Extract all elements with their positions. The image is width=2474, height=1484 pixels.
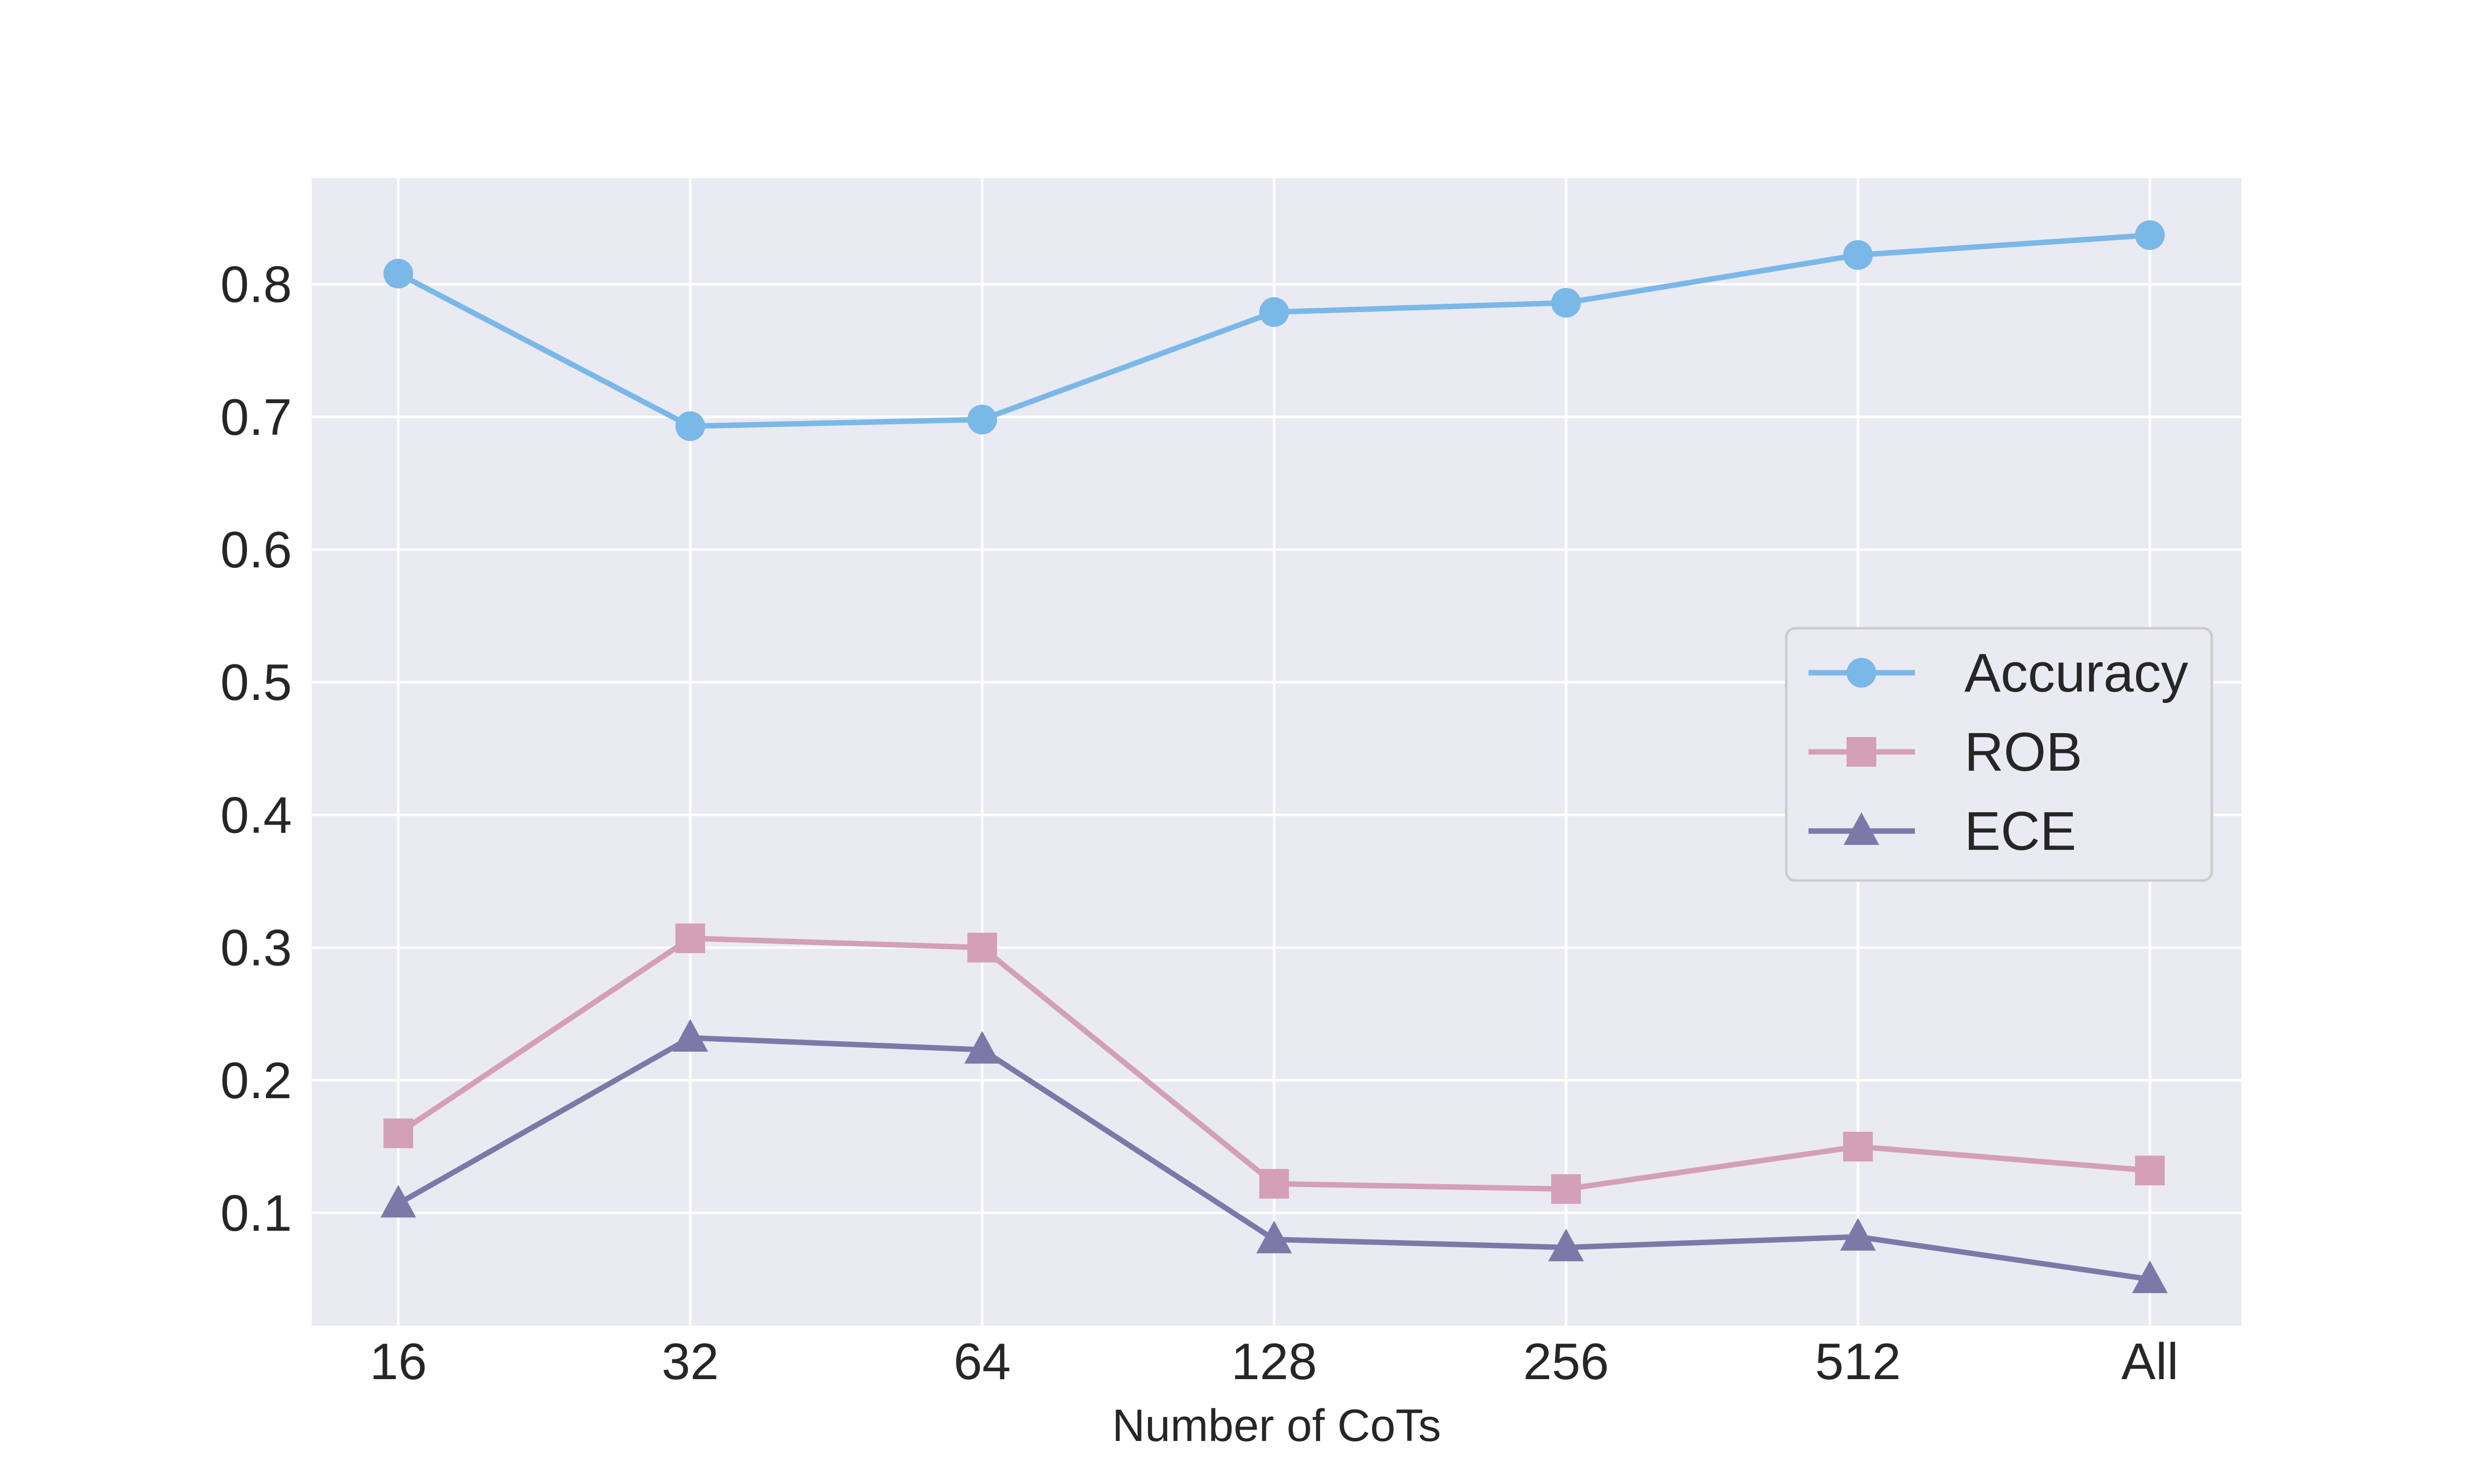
y-tick-label: 0.1 — [220, 1185, 292, 1242]
data-point-rob — [675, 923, 705, 953]
y-tick-label: 0.6 — [220, 521, 292, 579]
legend-marker-ece — [1844, 812, 1879, 845]
series-accuracy — [383, 220, 2165, 441]
legend-label-rob: ROB — [1964, 722, 2082, 783]
x-tick-label: 16 — [370, 1333, 427, 1391]
legend-item-rob: ROB — [1808, 722, 2082, 783]
data-point-accuracy — [1551, 288, 1581, 318]
data-point-rob — [2135, 1156, 2165, 1186]
data-point-ece — [964, 1031, 1000, 1064]
legend-marker-rob — [1847, 737, 1876, 767]
data-point-rob — [1843, 1131, 1873, 1161]
data-point-accuracy — [1843, 240, 1873, 270]
legend-item-accuracy: Accuracy — [1808, 643, 2188, 703]
data-point-accuracy — [967, 405, 997, 435]
series-layer — [381, 220, 2168, 1294]
data-point-ece — [1840, 1218, 1876, 1251]
y-tick-label: 0.5 — [220, 654, 292, 711]
data-point-accuracy — [2135, 220, 2165, 250]
legend-item-ece: ECE — [1808, 801, 2076, 862]
x-tick-label: All — [2121, 1333, 2179, 1391]
y-tick-labels: 0.1 0.2 0.3 0.4 0.5 0.6 0.7 0.8 — [220, 256, 292, 1242]
y-tick-label: 0.3 — [220, 920, 292, 977]
y-tick-label: 0.7 — [220, 389, 292, 446]
x-tick-labels: 16 32 64 128 256 512 All — [370, 1333, 2179, 1391]
series-rob — [383, 923, 2165, 1204]
data-point-ece — [381, 1185, 416, 1218]
data-point-accuracy — [1259, 297, 1289, 327]
legend-label-ece: ECE — [1964, 801, 2076, 862]
x-tick-label: 128 — [1231, 1333, 1317, 1391]
data-point-ece — [1548, 1228, 1584, 1261]
x-tick-label: 256 — [1523, 1333, 1609, 1391]
y-tick-label: 0.4 — [220, 787, 292, 844]
legend: Accuracy ROB ECE — [1785, 627, 2213, 882]
data-point-rob — [967, 932, 997, 963]
data-point-rob — [1259, 1169, 1289, 1199]
data-point-ece — [2132, 1260, 2168, 1294]
data-point-ece — [1256, 1220, 1292, 1253]
data-point-accuracy — [675, 411, 705, 441]
legend-label-accuracy: Accuracy — [1964, 643, 2188, 703]
legend-marker-accuracy — [1847, 658, 1876, 688]
x-tick-label: 512 — [1815, 1333, 1901, 1391]
legend-box — [1785, 627, 2213, 882]
y-tick-label: 0.8 — [220, 256, 292, 314]
data-point-rob — [383, 1118, 413, 1149]
data-point-accuracy — [383, 259, 413, 289]
y-tick-label: 0.2 — [220, 1052, 292, 1110]
data-point-ece — [672, 1019, 708, 1052]
x-tick-label: 64 — [953, 1333, 1011, 1391]
data-point-rob — [1551, 1174, 1581, 1204]
x-axis-label: Number of CoTs — [1112, 1400, 1441, 1451]
x-tick-label: 32 — [662, 1333, 719, 1391]
series-ece — [381, 1019, 2168, 1294]
